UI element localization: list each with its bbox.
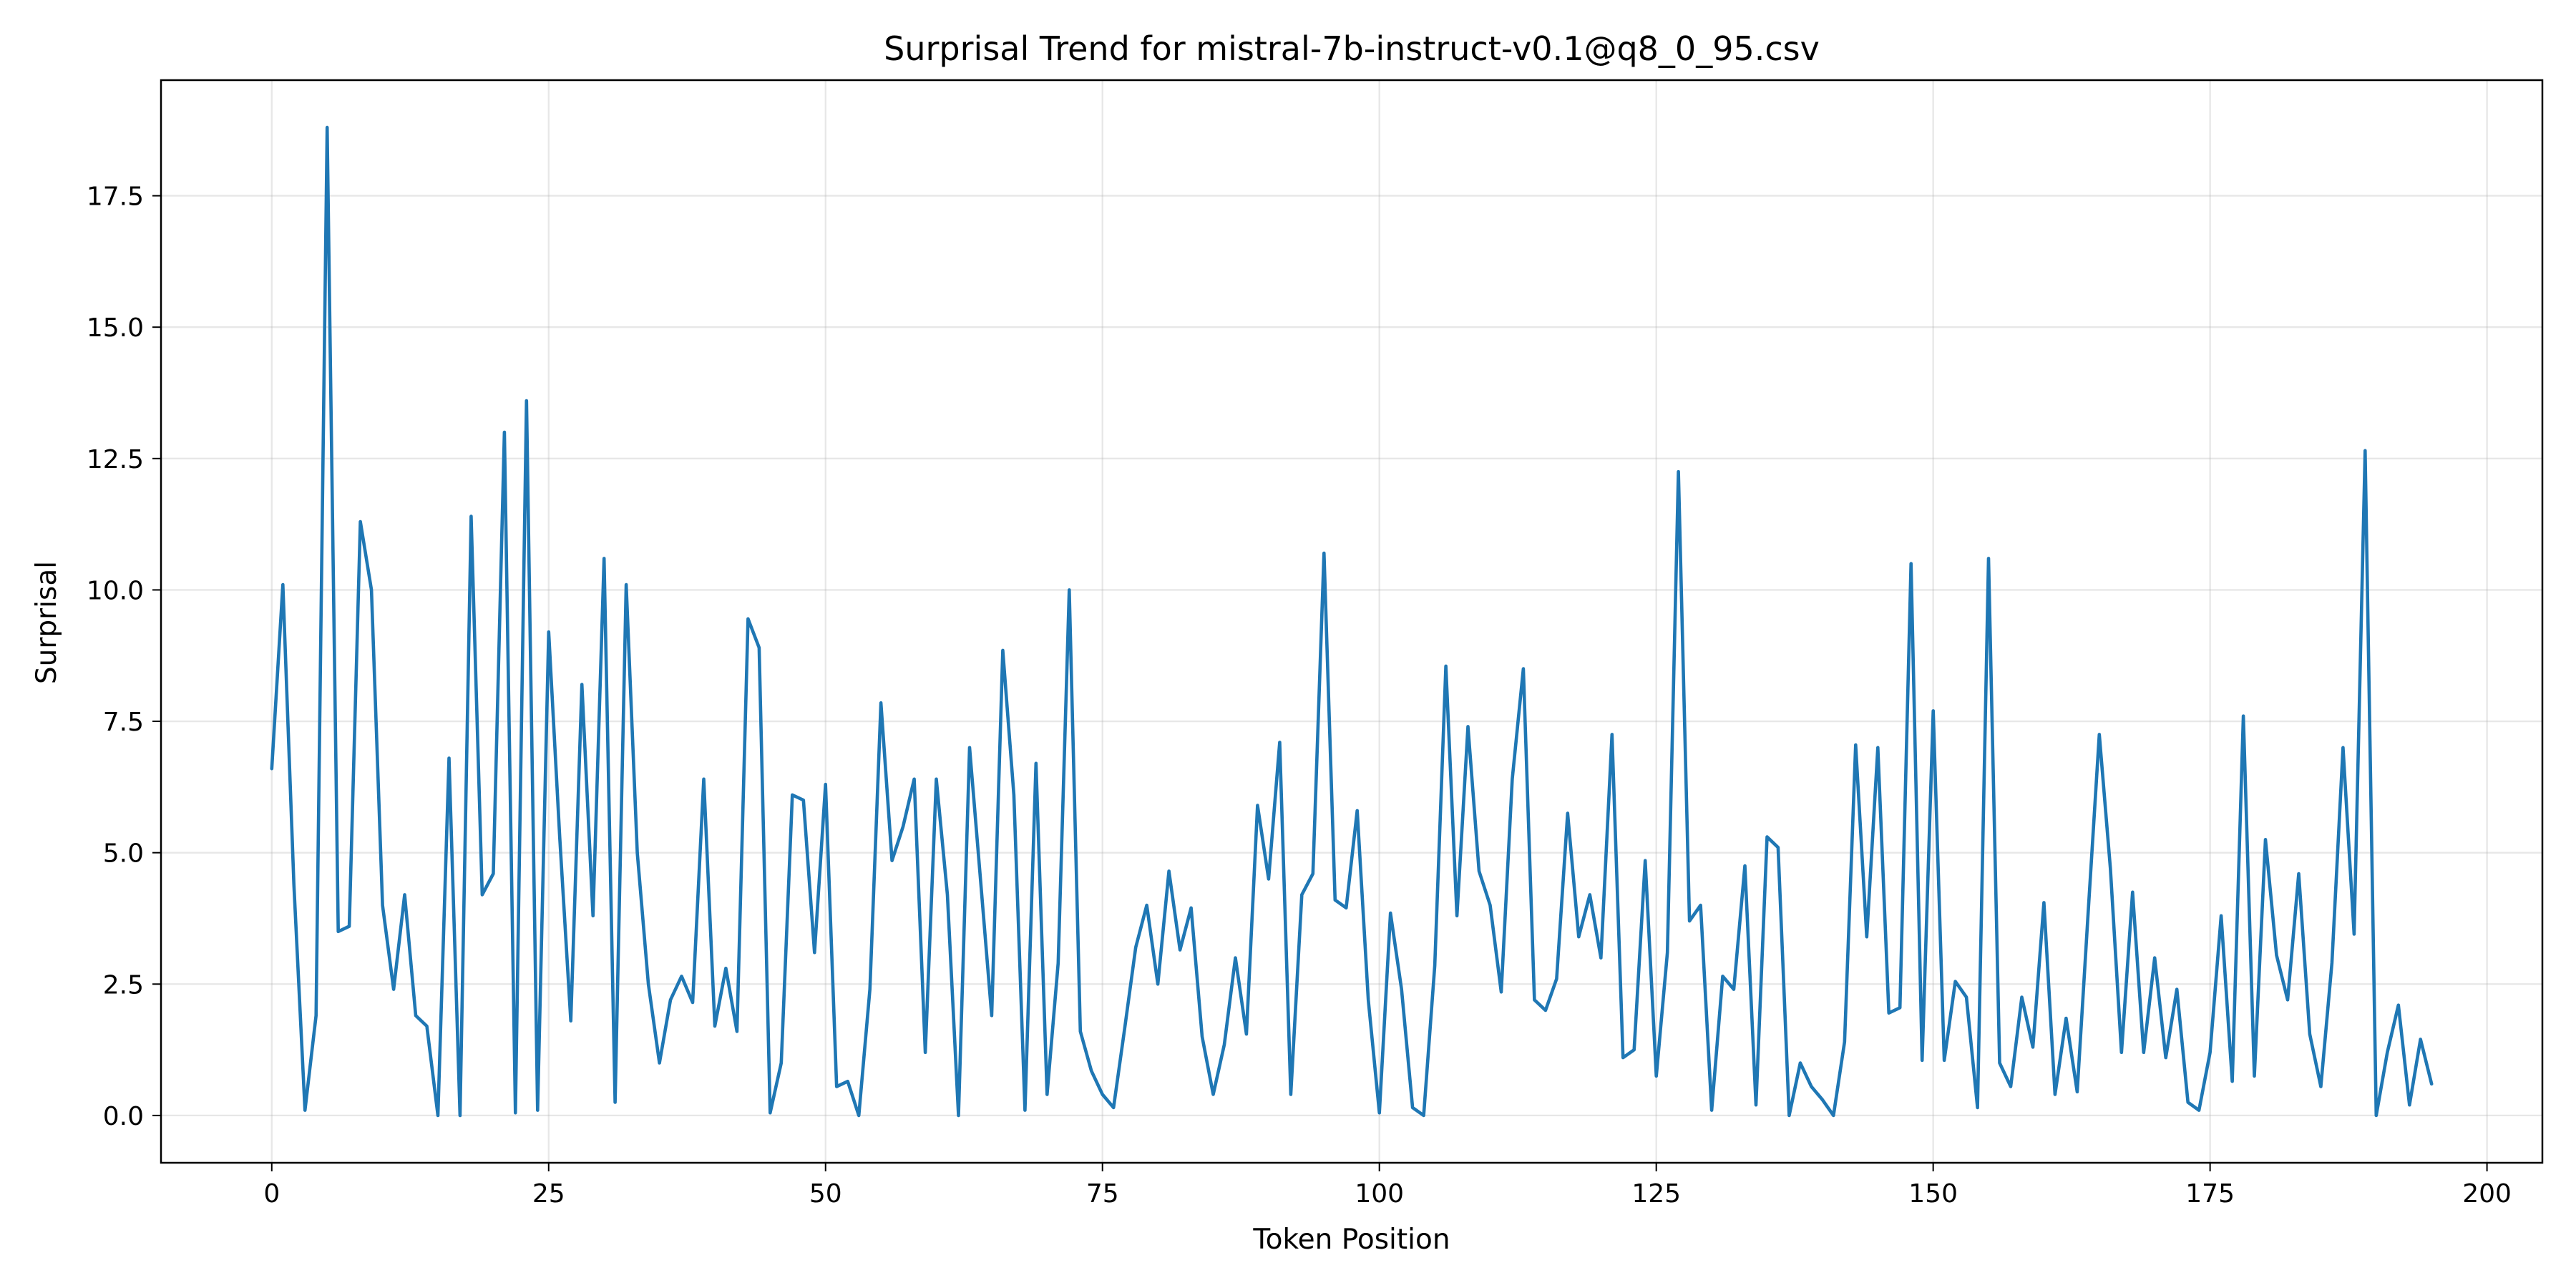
- y-tick-label: 5.0: [103, 839, 144, 869]
- x-tick-label: 150: [1908, 1179, 1958, 1209]
- y-tick-label: 15.0: [87, 313, 144, 343]
- surprisal-series-line: [270, 125, 2434, 1118]
- y-tick-label: 2.5: [103, 970, 144, 1000]
- y-axis-label: Surprisal: [31, 561, 63, 684]
- x-tick-label: 0: [263, 1179, 280, 1209]
- chart-title: Surprisal Trend for mistral-7b-instruct-…: [884, 29, 1820, 68]
- x-tick-label: 50: [809, 1179, 842, 1209]
- y-tick-label: 10.0: [87, 576, 144, 605]
- x-tick-label: 75: [1086, 1179, 1119, 1209]
- y-tick-label: 17.5: [87, 182, 144, 212]
- x-tick-label: 100: [1355, 1179, 1404, 1209]
- plot-frame: [160, 79, 2544, 1164]
- x-tick-label: 125: [1631, 1179, 1681, 1209]
- x-tick-label: 175: [2185, 1179, 2235, 1209]
- y-tick-label: 7.5: [103, 708, 144, 737]
- series-layer: [270, 125, 2434, 1118]
- y-tick-label: 0.0: [103, 1102, 144, 1131]
- x-tick-label: 25: [532, 1179, 565, 1209]
- grid-layer: [161, 80, 2542, 1163]
- ticks-layer: 0 25 50 75 100 125 150 175 200 0.0 2.5 5.0 7.5 10.0 12…: [87, 182, 2512, 1209]
- x-tick-label: 200: [2462, 1179, 2512, 1209]
- x-axis-label: Token Position: [1252, 1224, 1450, 1256]
- y-tick-label: 12.5: [87, 445, 144, 474]
